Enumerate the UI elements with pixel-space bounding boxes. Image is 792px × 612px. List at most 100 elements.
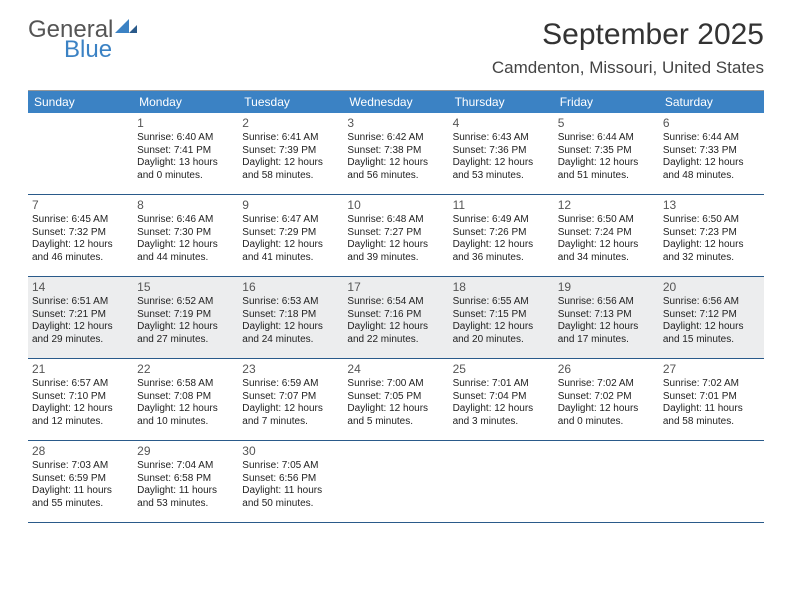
calendar-cell: 25Sunrise: 7:01 AMSunset: 7:04 PMDayligh… xyxy=(449,359,554,441)
daylight-line: Daylight: 12 hours and 24 minutes. xyxy=(242,321,339,346)
sunset-line: Sunset: 6:59 PM xyxy=(32,473,129,486)
daylight-line: Daylight: 12 hours and 22 minutes. xyxy=(347,321,444,346)
day-number: 7 xyxy=(32,198,129,213)
daylight-line: Daylight: 12 hours and 51 minutes. xyxy=(558,157,655,182)
sunset-line: Sunset: 7:29 PM xyxy=(242,227,339,240)
sunset-line: Sunset: 7:36 PM xyxy=(453,145,550,158)
sunrise-line: Sunrise: 6:44 AM xyxy=(558,132,655,145)
day-number: 9 xyxy=(242,198,339,213)
day-number: 21 xyxy=(32,362,129,377)
day-header: Tuesday xyxy=(238,91,343,113)
location-subtitle: Camdenton, Missouri, United States xyxy=(492,58,764,78)
daylight-line: Daylight: 12 hours and 41 minutes. xyxy=(242,239,339,264)
sunset-line: Sunset: 7:24 PM xyxy=(558,227,655,240)
daylight-line: Daylight: 12 hours and 0 minutes. xyxy=(558,403,655,428)
sunset-line: Sunset: 7:21 PM xyxy=(32,309,129,322)
sunset-line: Sunset: 7:02 PM xyxy=(558,391,655,404)
calendar-cell: 23Sunrise: 6:59 AMSunset: 7:07 PMDayligh… xyxy=(238,359,343,441)
calendar-cell: 20Sunrise: 6:56 AMSunset: 7:12 PMDayligh… xyxy=(659,277,764,359)
calendar-cell: 10Sunrise: 6:48 AMSunset: 7:27 PMDayligh… xyxy=(343,195,448,277)
sunset-line: Sunset: 7:35 PM xyxy=(558,145,655,158)
calendar-cell: 4Sunrise: 6:43 AMSunset: 7:36 PMDaylight… xyxy=(449,113,554,195)
logo: General Blue xyxy=(28,18,137,62)
sunrise-line: Sunrise: 6:42 AM xyxy=(347,132,444,145)
calendar-cell: 8Sunrise: 6:46 AMSunset: 7:30 PMDaylight… xyxy=(133,195,238,277)
day-number: 4 xyxy=(453,116,550,131)
day-header: Saturday xyxy=(659,91,764,113)
day-number: 16 xyxy=(242,280,339,295)
sunrise-line: Sunrise: 7:04 AM xyxy=(137,460,234,473)
sunrise-line: Sunrise: 6:50 AM xyxy=(558,214,655,227)
day-number: 1 xyxy=(137,116,234,131)
daylight-line: Daylight: 12 hours and 7 minutes. xyxy=(242,403,339,428)
sunrise-line: Sunrise: 6:41 AM xyxy=(242,132,339,145)
sunset-line: Sunset: 7:38 PM xyxy=(347,145,444,158)
daylight-line: Daylight: 11 hours and 53 minutes. xyxy=(137,485,234,510)
sunset-line: Sunset: 7:30 PM xyxy=(137,227,234,240)
daylight-line: Daylight: 12 hours and 12 minutes. xyxy=(32,403,129,428)
calendar-cell: 11Sunrise: 6:49 AMSunset: 7:26 PMDayligh… xyxy=(449,195,554,277)
day-number: 11 xyxy=(453,198,550,213)
calendar-cell: 14Sunrise: 6:51 AMSunset: 7:21 PMDayligh… xyxy=(28,277,133,359)
logo-text-bottom: Blue xyxy=(64,38,137,62)
day-number: 23 xyxy=(242,362,339,377)
calendar-cell: 6Sunrise: 6:44 AMSunset: 7:33 PMDaylight… xyxy=(659,113,764,195)
day-number: 5 xyxy=(558,116,655,131)
calendar-cell: 26Sunrise: 7:02 AMSunset: 7:02 PMDayligh… xyxy=(554,359,659,441)
daylight-line: Daylight: 12 hours and 20 minutes. xyxy=(453,321,550,346)
sunset-line: Sunset: 7:05 PM xyxy=(347,391,444,404)
sunrise-line: Sunrise: 7:01 AM xyxy=(453,378,550,391)
sunset-line: Sunset: 7:13 PM xyxy=(558,309,655,322)
calendar-cell xyxy=(28,113,133,195)
calendar-cell: 28Sunrise: 7:03 AMSunset: 6:59 PMDayligh… xyxy=(28,441,133,523)
sunrise-line: Sunrise: 6:44 AM xyxy=(663,132,760,145)
daylight-line: Daylight: 12 hours and 39 minutes. xyxy=(347,239,444,264)
daylight-line: Daylight: 12 hours and 32 minutes. xyxy=(663,239,760,264)
sunrise-line: Sunrise: 7:05 AM xyxy=(242,460,339,473)
sunrise-line: Sunrise: 6:52 AM xyxy=(137,296,234,309)
day-number: 2 xyxy=(242,116,339,131)
sunrise-line: Sunrise: 7:02 AM xyxy=(663,378,760,391)
daylight-line: Daylight: 12 hours and 53 minutes. xyxy=(453,157,550,182)
sunrise-line: Sunrise: 6:59 AM xyxy=(242,378,339,391)
calendar-cell: 22Sunrise: 6:58 AMSunset: 7:08 PMDayligh… xyxy=(133,359,238,441)
calendar-cell xyxy=(554,441,659,523)
calendar-cell: 21Sunrise: 6:57 AMSunset: 7:10 PMDayligh… xyxy=(28,359,133,441)
sunrise-line: Sunrise: 6:56 AM xyxy=(558,296,655,309)
day-number: 24 xyxy=(347,362,444,377)
daylight-line: Daylight: 12 hours and 36 minutes. xyxy=(453,239,550,264)
sunrise-line: Sunrise: 6:57 AM xyxy=(32,378,129,391)
sunrise-line: Sunrise: 7:00 AM xyxy=(347,378,444,391)
daylight-line: Daylight: 12 hours and 17 minutes. xyxy=(558,321,655,346)
day-header: Sunday xyxy=(28,91,133,113)
sunset-line: Sunset: 7:07 PM xyxy=(242,391,339,404)
sunrise-line: Sunrise: 6:56 AM xyxy=(663,296,760,309)
calendar-cell: 30Sunrise: 7:05 AMSunset: 6:56 PMDayligh… xyxy=(238,441,343,523)
day-number: 6 xyxy=(663,116,760,131)
day-number: 22 xyxy=(137,362,234,377)
sunrise-line: Sunrise: 6:40 AM xyxy=(137,132,234,145)
calendar-cell: 18Sunrise: 6:55 AMSunset: 7:15 PMDayligh… xyxy=(449,277,554,359)
sunrise-line: Sunrise: 6:46 AM xyxy=(137,214,234,227)
day-header: Friday xyxy=(554,91,659,113)
daylight-line: Daylight: 12 hours and 5 minutes. xyxy=(347,403,444,428)
daylight-line: Daylight: 12 hours and 48 minutes. xyxy=(663,157,760,182)
sunrise-line: Sunrise: 6:50 AM xyxy=(663,214,760,227)
daylight-line: Daylight: 12 hours and 10 minutes. xyxy=(137,403,234,428)
calendar-cell xyxy=(449,441,554,523)
calendar-cell: 9Sunrise: 6:47 AMSunset: 7:29 PMDaylight… xyxy=(238,195,343,277)
calendar-cell xyxy=(343,441,448,523)
sunset-line: Sunset: 7:12 PM xyxy=(663,309,760,322)
calendar-cell xyxy=(659,441,764,523)
day-header: Thursday xyxy=(449,91,554,113)
sunset-line: Sunset: 7:01 PM xyxy=(663,391,760,404)
day-number: 18 xyxy=(453,280,550,295)
daylight-line: Daylight: 12 hours and 27 minutes. xyxy=(137,321,234,346)
sunset-line: Sunset: 6:58 PM xyxy=(137,473,234,486)
sunrise-line: Sunrise: 6:54 AM xyxy=(347,296,444,309)
day-number: 27 xyxy=(663,362,760,377)
daylight-line: Daylight: 12 hours and 56 minutes. xyxy=(347,157,444,182)
sunrise-line: Sunrise: 6:47 AM xyxy=(242,214,339,227)
sunrise-line: Sunrise: 7:02 AM xyxy=(558,378,655,391)
day-header: Wednesday xyxy=(343,91,448,113)
